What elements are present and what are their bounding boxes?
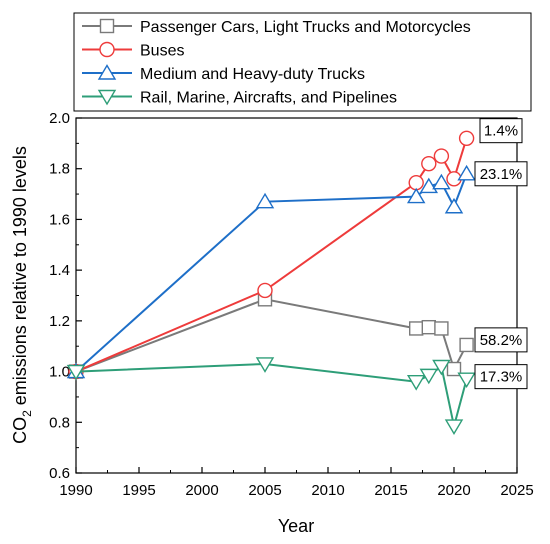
x-tick-label: 1990 <box>59 482 92 499</box>
y-axis: 0.6 0.8 1.0 1.2 1.4 1.6 1.8 2.0 <box>49 110 82 482</box>
data-point <box>457 164 476 181</box>
data-point <box>432 359 451 376</box>
data-point <box>66 364 86 381</box>
y-tick-label: 0.6 <box>49 465 70 482</box>
data-point <box>406 375 426 391</box>
data-point <box>444 419 464 435</box>
legend-label: Buses <box>140 43 184 60</box>
y-tick-label: 1.0 <box>49 364 70 381</box>
y-axis-title-rest: emissions relative to 1990 levels <box>10 146 30 410</box>
x-tick-label: 1995 <box>122 482 155 499</box>
data-point <box>406 187 426 204</box>
legend-label: Medium and Heavy-duty Trucks <box>140 66 365 83</box>
series-3 <box>66 164 476 379</box>
annotations: 58.2% 1.4% 23.1% 17.3% <box>474 118 528 390</box>
y-tick-label: 1.4 <box>49 262 70 279</box>
legend-item-4: Rail, Marine, Aircrafts, and Pipelines <box>82 90 397 107</box>
series-line <box>75 137 468 373</box>
x-tick-label: 2015 <box>374 482 407 499</box>
legend-item-3: Medium and Heavy-duty Trucks <box>82 64 365 83</box>
legend-box <box>73 12 532 112</box>
data-point <box>433 148 450 164</box>
x-tick-label: 2000 <box>185 482 218 499</box>
data-point <box>255 357 275 373</box>
legend-label: Passenger Cars, Light Trucks and Motorcy… <box>140 19 471 36</box>
y-axis-title-main: CO <box>10 417 30 444</box>
annotation-box <box>479 118 523 144</box>
x-tick-label: 2010 <box>311 482 344 499</box>
x-axis: 1990 1995 2000 2005 2010 2015 2020 2025 <box>59 467 534 499</box>
legend-label: Rail, Marine, Aircrafts, and Pipelines <box>140 90 397 107</box>
annotation-label: 23.1% <box>480 166 523 183</box>
data-point <box>257 282 273 299</box>
legend-marker <box>97 64 117 80</box>
x-axis-title: Year <box>278 516 314 536</box>
series-line <box>75 362 468 427</box>
data-point <box>444 197 464 214</box>
legend-marker <box>97 89 117 106</box>
data-point <box>434 321 449 336</box>
annotation-label: 17.3% <box>480 369 523 386</box>
y-tick-label: 1.2 <box>49 313 70 330</box>
legend-item-2: Buses <box>82 41 184 60</box>
data-point <box>432 173 451 190</box>
legend: Passenger Cars, Light Trucks and Motorcy… <box>73 12 532 112</box>
y-axis-title-subscript: 2 <box>20 410 34 417</box>
y-tick-label: 1.8 <box>49 161 70 178</box>
series-4 <box>66 357 476 435</box>
annotation-box <box>474 327 528 353</box>
x-tick-label: 2005 <box>248 482 281 499</box>
y-tick-label: 1.6 <box>49 211 70 228</box>
data-point <box>408 174 424 191</box>
y-axis-title: CO2 emissions relative to 1990 levels <box>10 146 34 444</box>
data-point <box>255 192 275 209</box>
x-tick-label: 2020 <box>437 482 470 499</box>
data-point <box>409 321 424 336</box>
data-point <box>459 337 474 353</box>
data-point <box>421 155 437 172</box>
series-2 <box>68 130 475 380</box>
annotation-label: 58.2% <box>480 332 523 349</box>
data-point <box>419 368 439 385</box>
y-tick-label: 2.0 <box>49 110 70 127</box>
data-point <box>446 361 462 377</box>
legend-marker <box>99 41 115 58</box>
annotation-box <box>474 161 528 187</box>
data-point <box>421 319 436 335</box>
legend-item-1: Passenger Cars, Light Trucks and Motorcy… <box>82 18 471 36</box>
data-point <box>457 372 476 389</box>
series-layer <box>66 130 476 435</box>
legend-marker <box>99 18 115 34</box>
data-point <box>458 130 475 146</box>
x-tick-label: 2025 <box>500 482 533 499</box>
annotation-box <box>474 364 528 390</box>
annotation-label: 1.4% <box>484 123 518 140</box>
y-tick-label: 0.8 <box>49 414 70 431</box>
